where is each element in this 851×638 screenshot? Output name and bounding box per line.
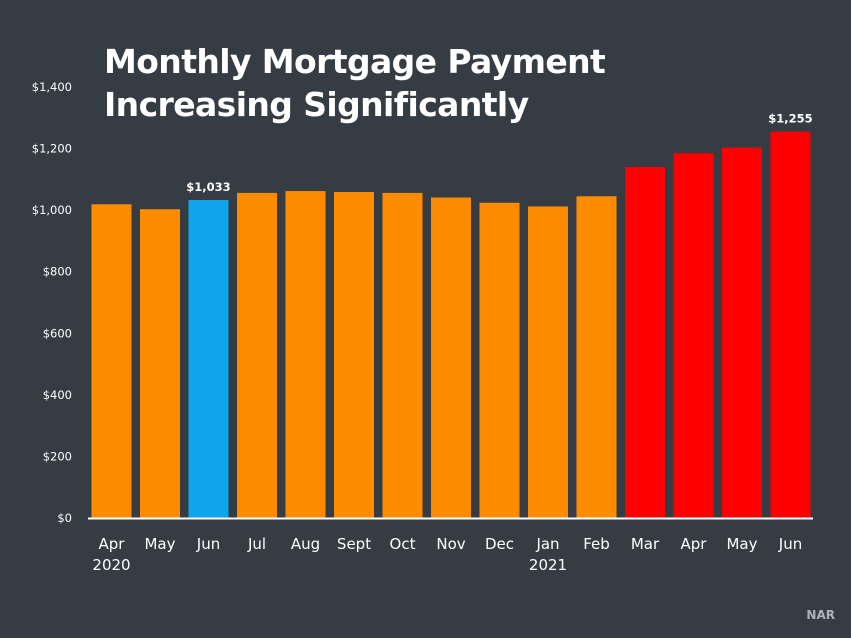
bar bbox=[285, 191, 326, 518]
x-tick-label: Apr bbox=[99, 535, 126, 553]
bar bbox=[625, 167, 665, 519]
bar bbox=[140, 209, 180, 518]
bar bbox=[334, 191, 374, 518]
bar bbox=[722, 147, 762, 518]
bar bbox=[237, 192, 277, 518]
x-tick-label: Jan bbox=[535, 535, 559, 553]
bar bbox=[91, 204, 132, 518]
x-year-label: 2020 bbox=[92, 556, 130, 574]
bar bbox=[431, 197, 471, 518]
chart-title-line-1: Monthly Mortgage Payment bbox=[104, 42, 606, 81]
x-tick-label: May bbox=[144, 535, 175, 553]
y-tick-label: $600 bbox=[43, 326, 72, 340]
x-tick-label: Mar bbox=[631, 535, 660, 553]
x-tick-label: Dec bbox=[485, 535, 514, 553]
bar bbox=[382, 192, 423, 518]
bar bbox=[770, 131, 811, 518]
y-tick-label: $1,000 bbox=[32, 203, 72, 217]
y-tick-label: $1,400 bbox=[32, 80, 72, 94]
y-tick-label: $0 bbox=[57, 511, 72, 525]
x-tick-label: Apr bbox=[681, 535, 708, 553]
x-tick-label: Sept bbox=[337, 535, 371, 553]
data-label: $1,255 bbox=[768, 112, 812, 126]
y-tick-label: $1,200 bbox=[32, 142, 72, 156]
data-label: $1,033 bbox=[186, 180, 230, 194]
x-tick-label: Oct bbox=[390, 535, 416, 553]
x-tick-label: Jun bbox=[196, 535, 220, 553]
y-tick-label: $400 bbox=[43, 388, 72, 402]
x-tick-label: May bbox=[726, 535, 757, 553]
x-tick-label: Feb bbox=[583, 535, 610, 553]
bar bbox=[188, 199, 229, 518]
x-tick-label: Nov bbox=[436, 535, 465, 553]
x-tick-label: Jul bbox=[247, 535, 266, 553]
chart-title: Monthly Mortgage Payment Increasing Sign… bbox=[104, 40, 606, 126]
bar bbox=[479, 202, 520, 519]
y-tick-label: $200 bbox=[43, 449, 72, 463]
bar bbox=[528, 206, 568, 518]
x-tick-label: Aug bbox=[291, 535, 320, 553]
y-tick-label: $800 bbox=[43, 265, 72, 279]
x-year-label: 2021 bbox=[529, 556, 567, 574]
bar bbox=[673, 153, 714, 519]
bar bbox=[576, 196, 617, 518]
chart-title-line-2: Increasing Significantly bbox=[104, 85, 529, 124]
x-tick-label: Jun bbox=[778, 535, 802, 553]
source-label: NAR bbox=[806, 608, 835, 622]
